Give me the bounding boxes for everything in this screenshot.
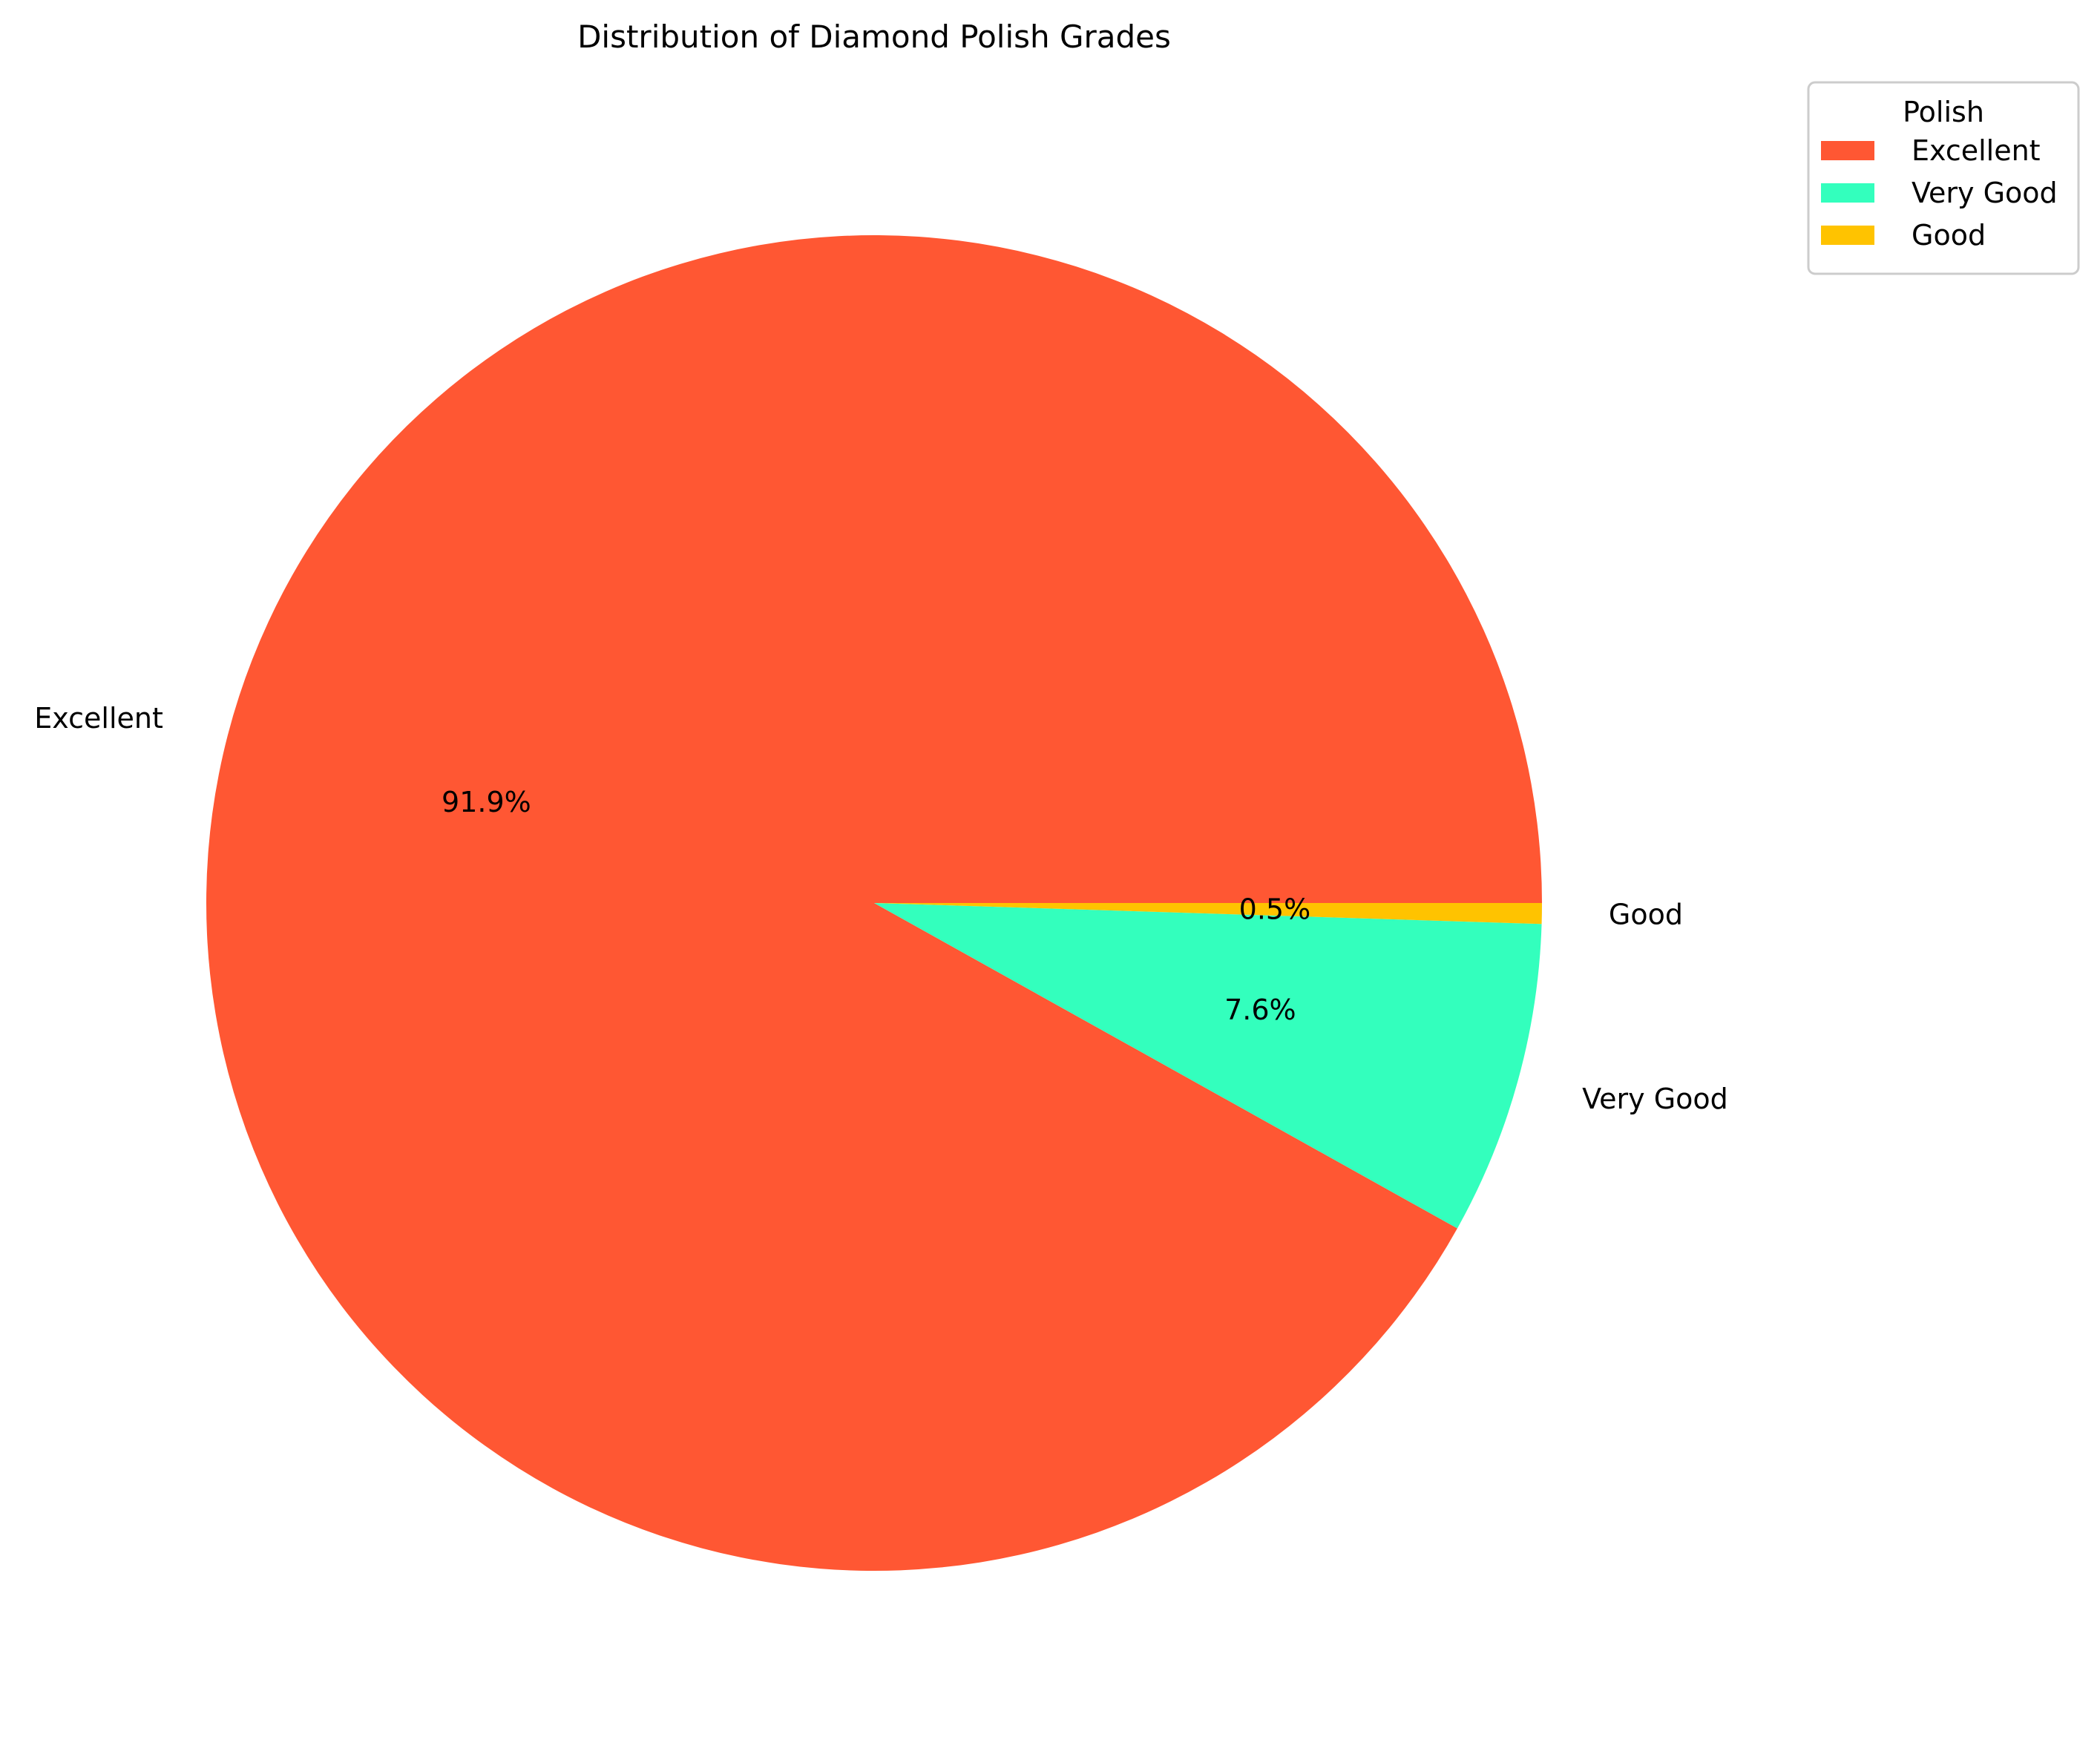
category-label-excellent: Excellent	[34, 702, 163, 735]
pie-slices	[206, 235, 1543, 1572]
legend-swatch-very-good	[1821, 183, 1874, 203]
pie-value-labels: 91.9% 7.6% 0.5%	[442, 786, 1310, 1026]
category-label-very-good: Very Good	[1582, 1083, 1728, 1115]
pie-slice-excellent	[206, 235, 1543, 1572]
category-label-good: Good	[1609, 899, 1683, 931]
pie-slice-very-good	[874, 903, 1542, 1229]
pie-slice-good	[874, 903, 1542, 925]
legend-entries: Excellent Very Good Good	[1821, 134, 2058, 252]
legend-swatch-excellent	[1821, 141, 1874, 160]
legend: Polish Excellent Very Good Good	[1807, 81, 2080, 275]
value-label-good: 0.5%	[1239, 893, 1311, 925]
value-label-excellent: 91.9%	[442, 786, 531, 818]
legend-swatch-good	[1821, 226, 1874, 245]
legend-label-good: Good	[1912, 219, 1986, 252]
pie-category-labels: Excellent Very Good Good	[34, 702, 1727, 1115]
legend-title: Polish	[1903, 96, 1984, 128]
legend-frame	[1807, 81, 2080, 275]
legend-label-very-good: Very Good	[1912, 177, 2058, 209]
value-label-very-good: 7.6%	[1224, 994, 1296, 1026]
legend-label-excellent: Excellent	[1912, 134, 2041, 167]
chart-title: Distribution of Diamond Polish Grades	[577, 19, 1171, 55]
